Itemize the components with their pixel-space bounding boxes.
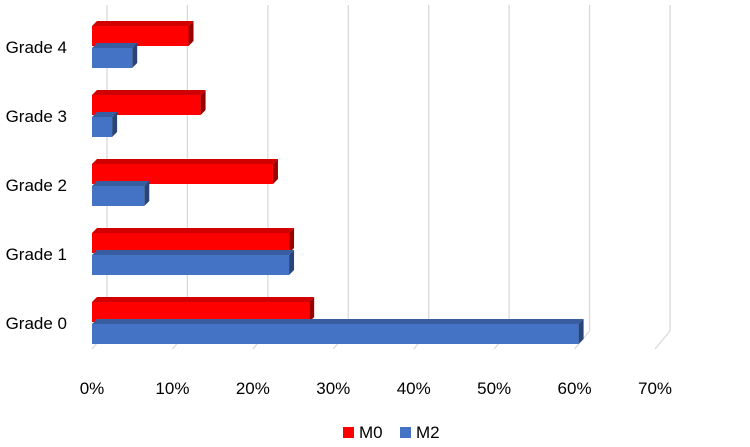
x-tick-label: 70% [638,379,672,398]
bar-front-face [92,324,579,344]
bar-m0 [92,159,278,184]
bar-m0 [92,21,194,46]
bar-top-face [92,112,118,117]
bar-front-face [92,164,273,184]
bar-side-face [188,21,194,46]
bar-side-face [578,319,584,344]
legend-swatch-m0 [343,427,354,438]
legend-label-m2: M2 [416,423,440,442]
bar-front-face [92,26,189,46]
legend: M0 M2 [343,423,440,442]
bar-top-face [92,228,295,233]
bar-side-face [132,43,138,68]
bar-top-face [92,90,206,95]
bar-m0 [92,228,295,253]
bar-top-face [92,181,150,186]
x-tick-label: 0% [80,379,105,398]
x-tick-label: 10% [155,379,189,398]
bar-front-face [92,233,290,253]
x-tick-label: 20% [236,379,270,398]
bar-top-face [92,319,584,324]
bar-side-face [289,250,295,275]
bar-side-face [144,181,150,206]
legend-label-m0: M0 [359,423,383,442]
bar-front-face [92,48,133,68]
bar-top-face [92,250,295,255]
x-tick-label: 40% [397,379,431,398]
x-tick-labels: 0% 10% 20% 30% 40% 50% 60% 70% [80,379,672,398]
bar-top-face [92,21,194,26]
bar-top-face [92,43,138,48]
category-labels: Grade 4 Grade 3 Grade 2 Grade 1 Grade 0 [6,38,67,333]
bar-m2 [92,250,295,275]
category-label: Grade 2 [6,176,67,195]
bar-front-face [92,302,310,322]
bar-top-face [92,297,315,302]
bar-front-face [92,117,113,137]
x-tick-label: 30% [316,379,350,398]
bar-m2 [92,319,584,344]
bar-side-face [200,90,206,115]
bar-m2 [92,181,150,206]
category-label: Grade 0 [6,314,67,333]
category-label: Grade 3 [6,107,67,126]
bar-m0 [92,90,206,115]
legend-swatch-m2 [400,427,411,438]
bar-m2 [92,112,118,137]
bar-front-face [92,186,145,206]
gridline-floor [654,330,671,350]
bar-side-face [309,297,315,322]
bars [92,21,584,344]
x-tick-label: 60% [558,379,592,398]
bar-m0 [92,297,315,322]
bar-side-face [289,228,295,253]
bar-side-face [112,112,118,137]
bar-top-face [92,159,278,164]
bar-side-face [272,159,278,184]
bar-m2 [92,43,138,68]
bar-front-face [92,95,201,115]
x-tick-label: 50% [477,379,511,398]
category-label: Grade 1 [6,245,67,264]
category-label: Grade 4 [6,38,67,57]
bar-front-face [92,255,290,275]
